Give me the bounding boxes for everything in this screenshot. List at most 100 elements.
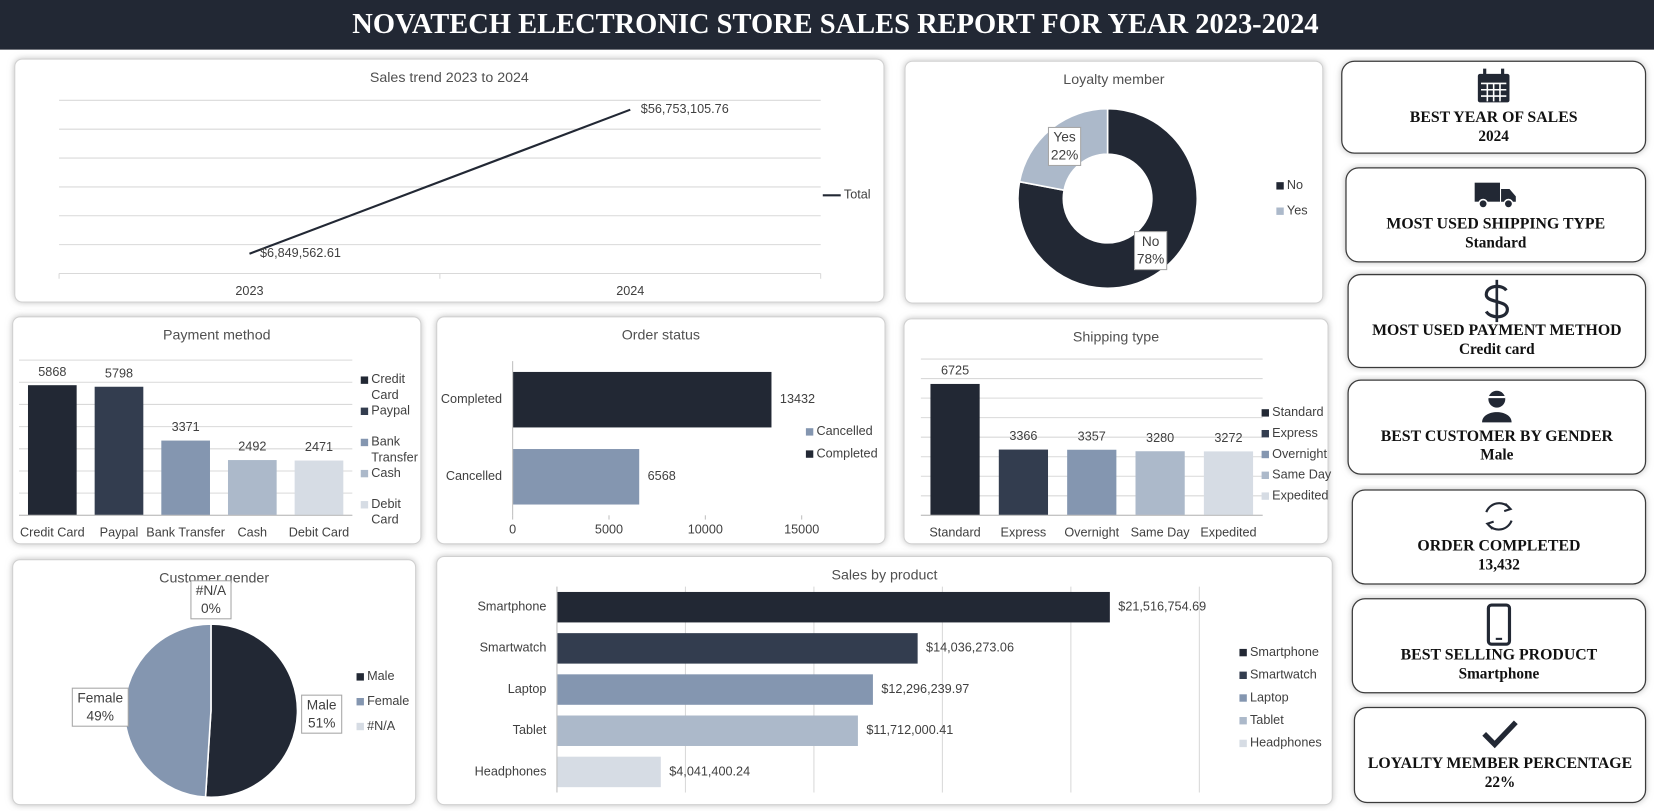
legend-swatch	[356, 673, 364, 681]
legend-swatch	[360, 376, 369, 384]
kpi-card	[1351, 489, 1647, 585]
legend-swatch	[360, 501, 369, 509]
legend-swatch	[805, 450, 814, 458]
legend-label: Express	[1272, 426, 1318, 440]
bar	[930, 383, 980, 516]
label-box	[71, 687, 129, 727]
bar	[27, 385, 77, 516]
kpi-card	[1347, 379, 1647, 475]
legend-label: Total	[844, 188, 871, 202]
legend-swatch	[360, 469, 369, 478]
bar	[94, 386, 144, 516]
legend-label: Smartphone	[1250, 645, 1319, 659]
data-label: 6568	[648, 469, 676, 483]
kpi-title: LOYALTY MEMBER PERCENTAGE	[1368, 755, 1632, 772]
header-bar	[0, 0, 1654, 50]
kpi-title: MOST USED PAYMENT METHOD	[1372, 322, 1622, 339]
bar	[512, 371, 772, 428]
legend-swatch	[1261, 471, 1269, 479]
data-label-category: Female	[77, 690, 123, 705]
y-tick-label: Completed	[441, 392, 502, 406]
kpi-value: 13,432	[1478, 557, 1520, 574]
data-label: 51%	[308, 715, 335, 730]
bar	[998, 449, 1049, 516]
panel	[904, 60, 1324, 304]
legend-swatch	[1261, 492, 1269, 500]
data-label-category: Yes	[1053, 130, 1076, 145]
legend-swatch	[1239, 671, 1247, 680]
legend-swatch	[1239, 717, 1247, 725]
chart-title: Order status	[622, 328, 700, 344]
kpi-value: Smartphone	[1459, 665, 1540, 682]
legend-label: Headphones	[1250, 736, 1322, 750]
legend-label: #N/A	[367, 719, 396, 733]
kpi-value: 2024	[1478, 128, 1509, 145]
data-label: 13432	[780, 392, 815, 406]
x-tick-label: 10000	[688, 522, 723, 536]
kpi-value: Standard	[1465, 234, 1527, 251]
data-label: $12,296,239.97	[881, 682, 969, 696]
kpi-icon-part	[1482, 412, 1512, 423]
legend-swatch	[1261, 429, 1269, 438]
data-label: 3357	[1078, 429, 1106, 443]
legend-swatch	[1239, 694, 1247, 702]
kpi-value: Male	[1480, 447, 1513, 464]
bar	[1135, 451, 1185, 516]
x-tick-label: 15000	[784, 522, 819, 536]
y-tick-label: Smartphone	[477, 600, 546, 614]
line-series	[249, 108, 631, 255]
kpi-card	[1341, 60, 1647, 154]
data-label: 2492	[238, 440, 266, 454]
legend-label: No	[1287, 178, 1303, 192]
legend-swatch	[1239, 739, 1247, 748]
kpi-icon-part	[1478, 198, 1489, 209]
bar	[294, 460, 344, 516]
legend-label: Paypal	[371, 404, 410, 418]
x-tick-label: Overnight	[1064, 526, 1119, 540]
legend-label: Bank Transfer	[371, 435, 418, 465]
kpi-icon-part	[1488, 390, 1506, 408]
legend-label: Smartwatch	[1250, 668, 1317, 682]
x-tick-label: Cash	[238, 526, 268, 540]
slice	[204, 623, 299, 799]
label-box	[301, 694, 343, 734]
legend-label: Cancelled	[816, 424, 872, 438]
x-tick-label: Debit Card	[289, 526, 349, 540]
legend-label: Yes	[1287, 204, 1308, 218]
data-label-category: Male	[307, 697, 337, 712]
y-tick-label: Headphones	[475, 764, 547, 778]
chart-title: Sales by product	[832, 567, 938, 583]
data-label: 22%	[1051, 148, 1078, 163]
label-box	[1047, 126, 1082, 166]
x-tick-label: Bank Transfer	[146, 526, 225, 540]
kpi-card	[1353, 706, 1647, 804]
data-label: 2471	[305, 440, 333, 454]
kpi-title: BEST CUSTOMER BY GENDER	[1381, 428, 1614, 445]
data-label: 3371	[172, 420, 200, 434]
legend-swatch	[1261, 409, 1269, 417]
data-label: $4,041,400.24	[669, 764, 750, 778]
bar	[556, 756, 661, 788]
legend-swatch	[360, 438, 369, 447]
kpi-icon-part	[1481, 82, 1507, 102]
kpi-icon-part	[1482, 720, 1518, 749]
data-label: 5798	[105, 366, 133, 380]
kpi-icon	[1477, 68, 1510, 103]
legend-swatch	[1261, 450, 1269, 459]
bar	[556, 633, 918, 664]
bar	[556, 591, 1110, 623]
kpi-title: MOST USED SHIPPING TYPE	[1386, 216, 1605, 233]
legend-swatch	[1276, 182, 1284, 190]
legend-label: Completed	[816, 446, 877, 460]
kpi-title: BEST SELLING PRODUCT	[1401, 646, 1598, 663]
label-box	[1134, 231, 1168, 271]
data-label: $21,516,754.69	[1118, 600, 1206, 614]
x-tick-label: 2023	[235, 284, 263, 298]
page-title: NOVATECH ELECTRONIC STORE SALES REPORT F…	[352, 9, 1318, 40]
x-tick-label: 2024	[616, 284, 644, 298]
data-label: $6,849,562.61	[260, 246, 341, 260]
kpi-icon-part	[1501, 68, 1505, 77]
chart-title: Sales trend 2023 to 2024	[370, 70, 529, 86]
kpi-icon	[1482, 720, 1518, 749]
